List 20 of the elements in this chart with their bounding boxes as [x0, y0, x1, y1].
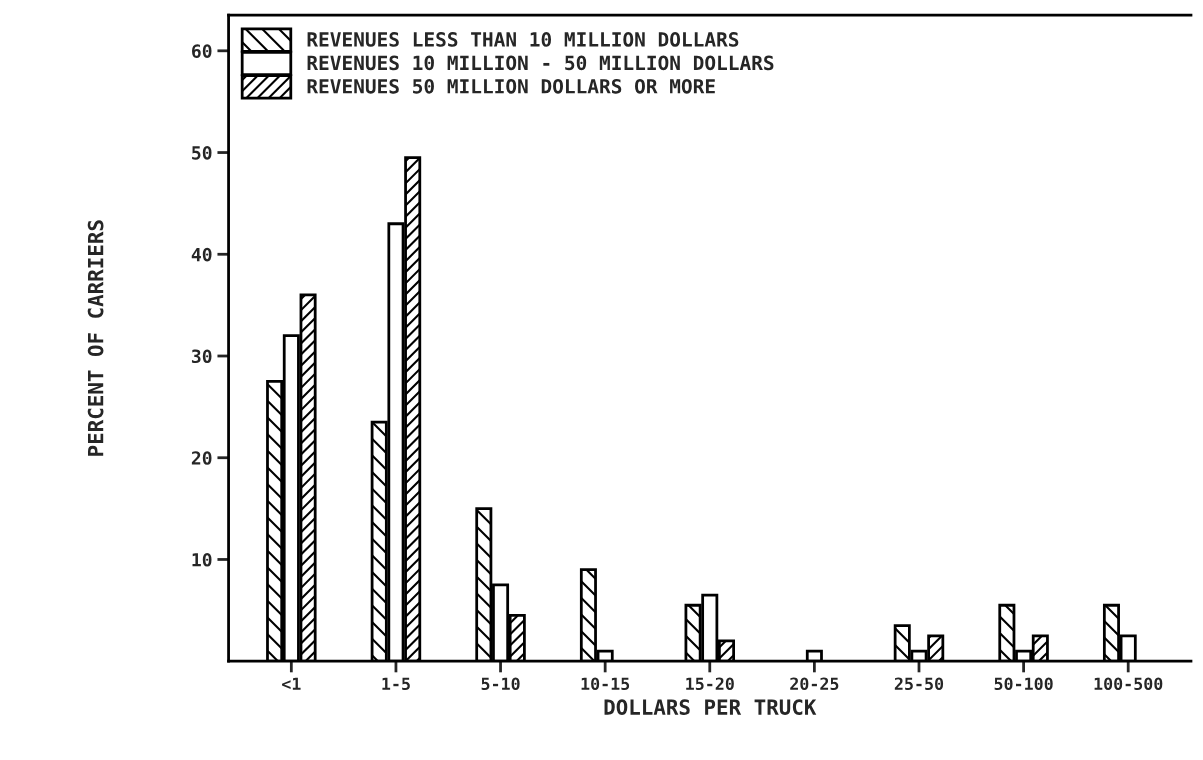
- legend-label: REVENUES 10 MILLION - 50 MILLION DOLLARS: [307, 55, 774, 71]
- x-tick-label: 100-500: [1094, 677, 1163, 691]
- x-tick-label: 5-10: [481, 677, 520, 691]
- x-tick-label: <1: [282, 677, 301, 690]
- y-tick-label: 50: [192, 146, 212, 160]
- x-tick-label: 20-25: [790, 677, 839, 691]
- y-tick-label: 10: [192, 552, 212, 567]
- legend-label: REVENUES LESS THAN 10 MILLION DOLLARS: [307, 32, 739, 47]
- x-tick-label: 10-15: [581, 677, 630, 691]
- y-tick-label: 30: [191, 349, 212, 364]
- x-tick-label: 50-100: [994, 677, 1053, 691]
- y-tick-label: 40: [191, 247, 212, 262]
- legend-label: REVENUES 50 MILLION DOLLARS OR MORE: [307, 78, 715, 94]
- x-tick-label: 1-5: [382, 677, 410, 691]
- y-tick-label: 20: [191, 451, 212, 465]
- x-axis-title: DOLLARS PER TRUCK: [604, 699, 817, 715]
- y-tick-label: 60: [192, 44, 212, 58]
- x-tick-label: 25-50: [894, 677, 944, 691]
- x-tick-label: 15-20: [686, 677, 734, 691]
- y-axis-title: PERCENT OF CARRIERS: [87, 220, 104, 456]
